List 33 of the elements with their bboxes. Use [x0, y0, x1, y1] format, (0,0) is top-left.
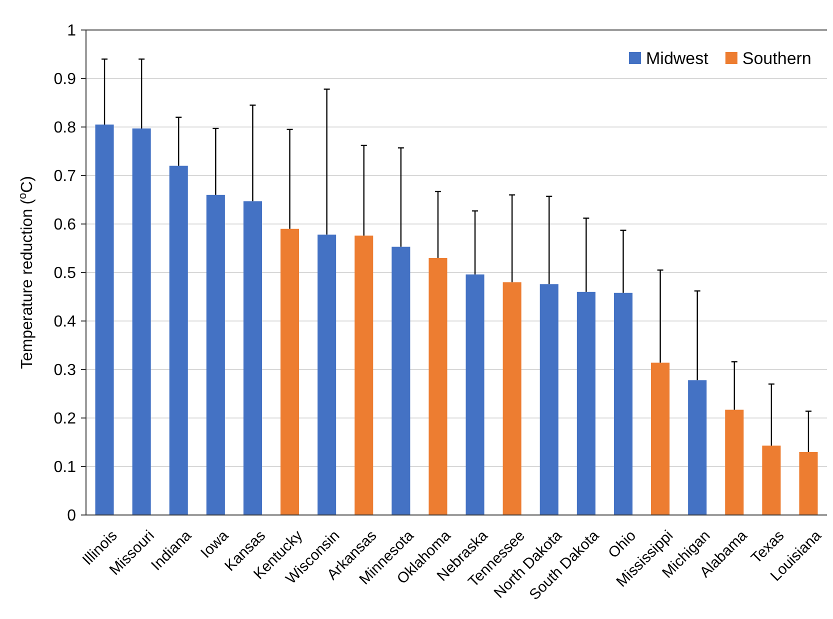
bar: [688, 380, 707, 515]
bar: [95, 124, 114, 515]
bar: [614, 292, 632, 515]
legend-label: Southern: [742, 48, 812, 68]
y-tick-label: 0.1: [54, 459, 76, 476]
y-tick-label: 0.2: [54, 410, 76, 428]
bar: [132, 128, 151, 515]
bar: [354, 236, 374, 515]
y-tick-label: 0.9: [54, 71, 76, 88]
bar: [762, 446, 781, 515]
bar: [540, 284, 558, 515]
y-tick-label: 0.4: [54, 314, 76, 331]
legend-label: Midwest: [646, 48, 709, 68]
bar: [243, 201, 262, 515]
bar: [428, 258, 448, 515]
y-tick-label: 0.3: [54, 362, 76, 380]
bar: [206, 194, 225, 515]
y-tick-label: 0.6: [54, 216, 76, 234]
bar: [392, 246, 410, 515]
bar: [799, 452, 818, 515]
bar: [318, 234, 336, 515]
y-tick-label: 1: [67, 22, 76, 40]
bar: [576, 292, 596, 515]
bar: [169, 166, 188, 515]
y-tick-label: 0: [67, 508, 76, 525]
bar: [280, 228, 300, 515]
bar: [651, 362, 670, 515]
y-tick-label: 0.7: [54, 168, 76, 186]
bar: [725, 410, 744, 515]
y-tick-label: 0.8: [54, 120, 76, 137]
bar: [502, 282, 522, 515]
y-tick-label: 0.5: [54, 265, 76, 282]
bar: [466, 274, 484, 515]
